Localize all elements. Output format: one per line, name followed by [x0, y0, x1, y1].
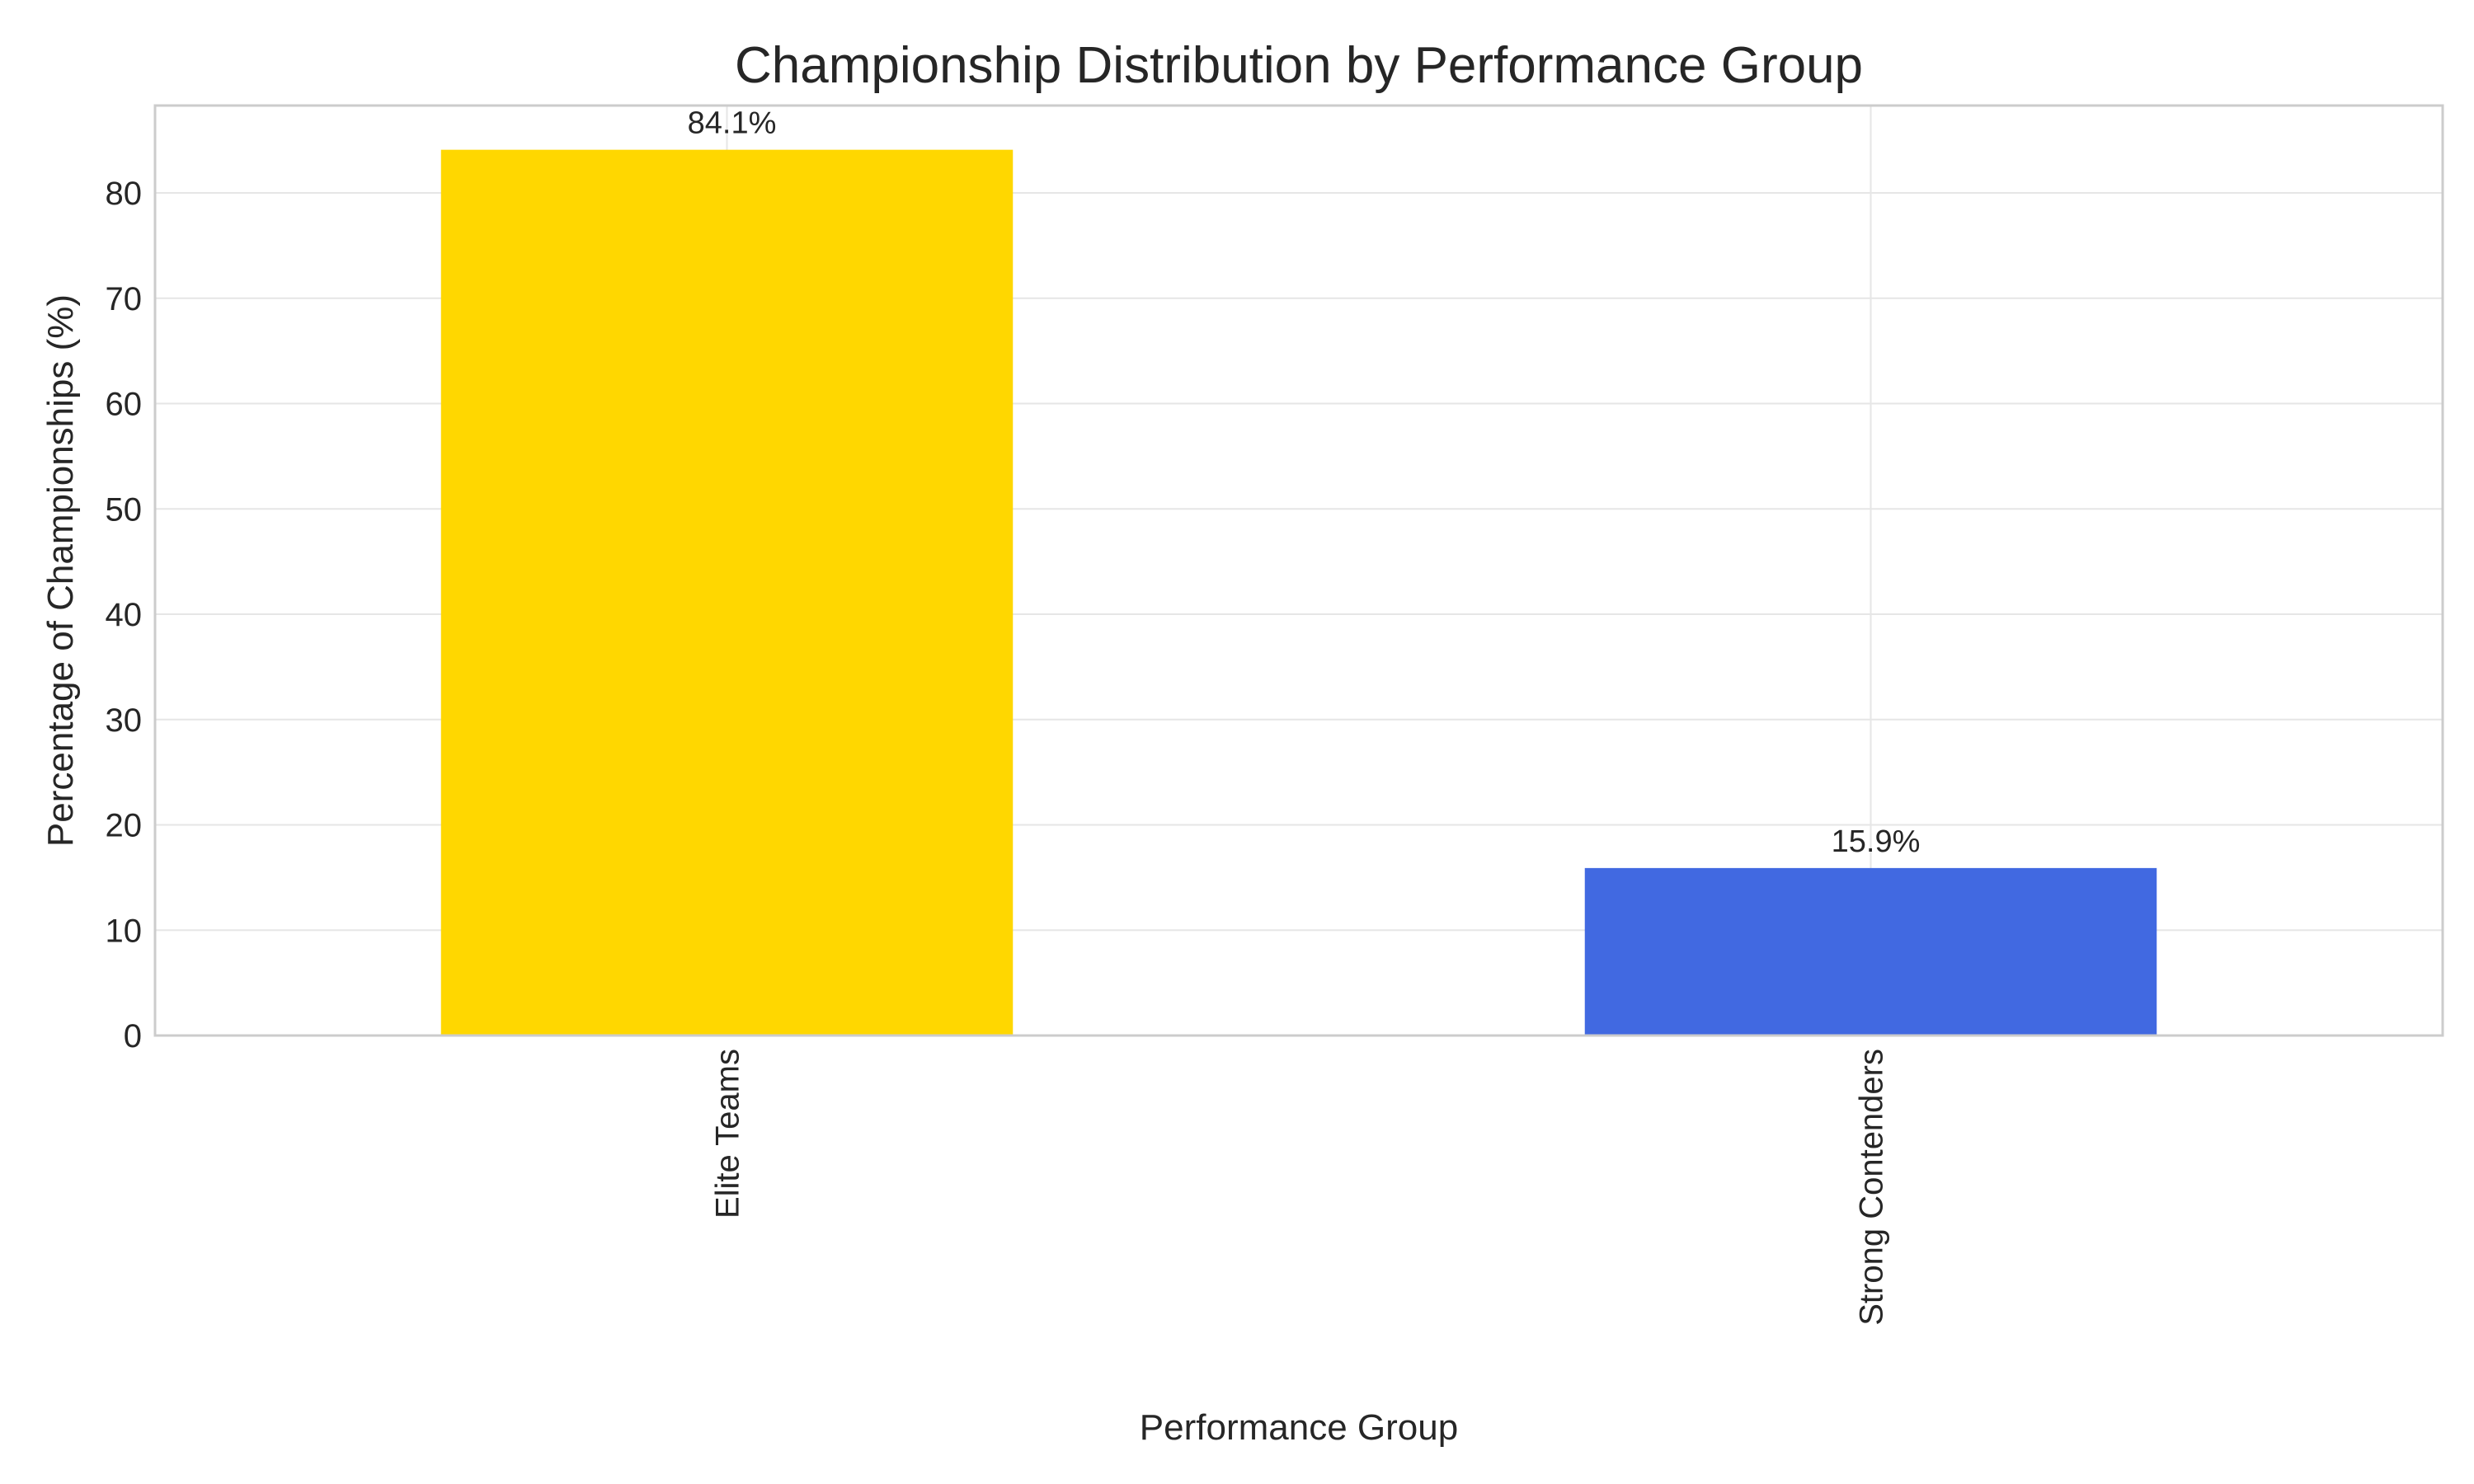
bar — [440, 149, 1014, 1036]
data-label: 84.1% — [688, 106, 777, 141]
y-tick-label: 70 — [106, 281, 143, 317]
y-tick-label: 40 — [106, 597, 143, 633]
y-tick-label: 60 — [106, 387, 143, 423]
y-tick-label: 0 — [124, 1018, 142, 1054]
x-tick-labels: Elite Teams Strong Contenders — [710, 1049, 1890, 1326]
y-tick-label: 10 — [106, 913, 143, 949]
x-tick-label: Elite Teams — [710, 1049, 746, 1219]
bars — [440, 149, 2157, 1036]
chart-title: Championship Distribution by Performance… — [735, 37, 1863, 94]
y-axis-label: Percentage of Championships (%) — [40, 294, 81, 847]
y-tick-labels: 0 10 20 30 40 50 60 70 80 — [106, 176, 143, 1054]
plot-frame — [153, 104, 2444, 1037]
y-tick-label: 20 — [106, 808, 143, 844]
bar — [1584, 867, 2157, 1036]
data-label: 15.9% — [1832, 824, 1921, 859]
x-axis-label: Performance Group — [1140, 1407, 1458, 1448]
y-tick-label: 50 — [106, 491, 143, 528]
x-tick-label: Strong Contenders — [1854, 1049, 1890, 1326]
y-tick-label: 80 — [106, 176, 143, 212]
data-labels: 84.1% 15.9% — [688, 106, 1921, 859]
y-tick-label: 30 — [106, 702, 143, 739]
